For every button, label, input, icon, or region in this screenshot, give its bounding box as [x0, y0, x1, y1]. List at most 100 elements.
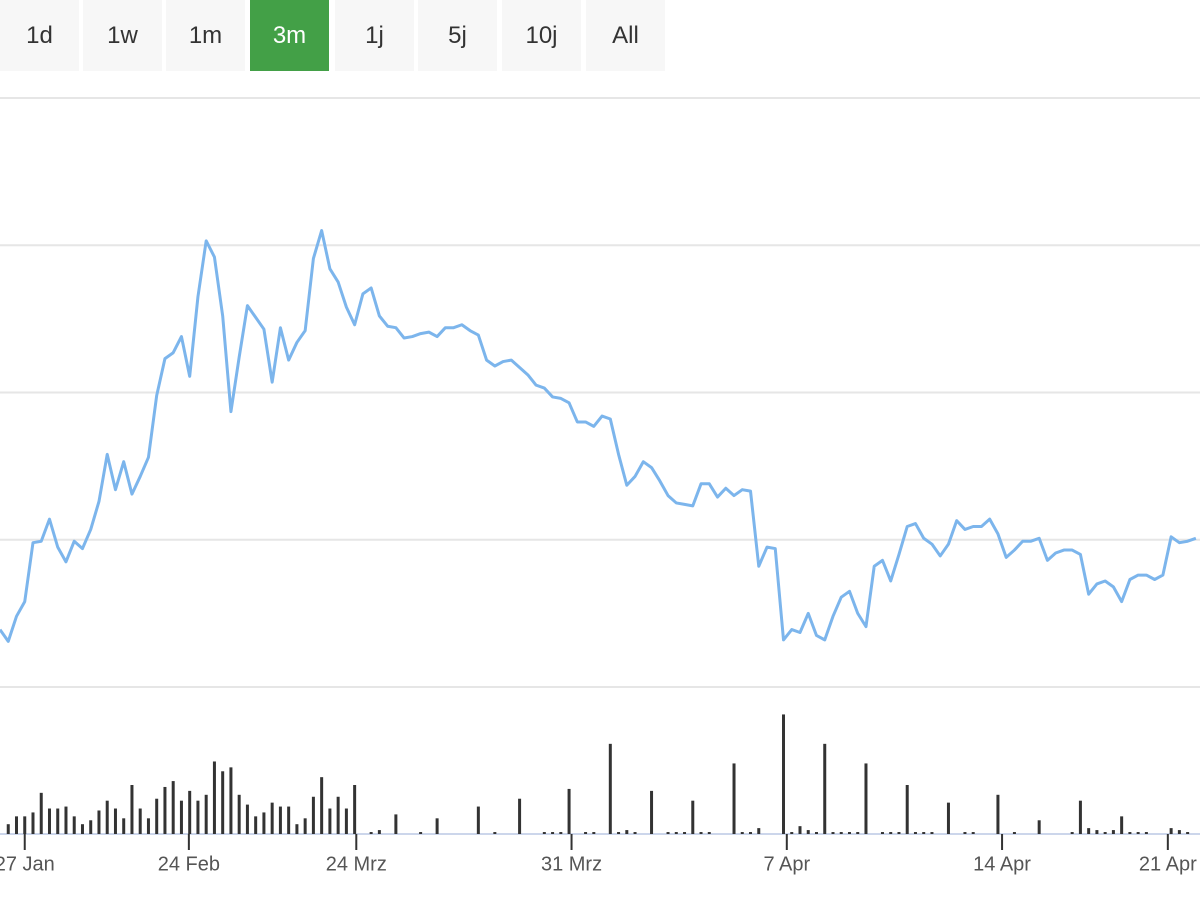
- volume-bar: [542, 832, 546, 834]
- volume-bar: [790, 832, 794, 834]
- volume-bar: [880, 832, 884, 834]
- volume-bar: [344, 808, 348, 834]
- volume-bar: [856, 832, 860, 834]
- volume-bar: [287, 806, 291, 834]
- volume-bar: [1037, 820, 1041, 834]
- volume-bar: [584, 832, 588, 834]
- volume-bar: [674, 832, 678, 834]
- volume-bar: [122, 818, 126, 834]
- volume-bar: [419, 832, 423, 834]
- volume-bar: [353, 785, 357, 834]
- volume-bar: [913, 832, 917, 834]
- volume-bar: [839, 832, 843, 834]
- x-tick-label: 24 Mrz: [326, 853, 387, 875]
- volume-bar: [740, 832, 744, 834]
- volume-bar: [105, 800, 109, 834]
- x-tick-label: 7 Apr: [763, 853, 810, 875]
- range-button[interactable]: All: [586, 0, 665, 71]
- range-button[interactable]: 1m: [166, 0, 245, 71]
- volume-bar: [39, 792, 43, 834]
- volume-bar: [47, 808, 51, 834]
- volume-bar: [320, 777, 324, 834]
- volume-bar: [336, 796, 340, 834]
- volume-bar: [1087, 828, 1091, 834]
- volume-bar: [1070, 832, 1074, 834]
- volume-bar: [625, 830, 629, 834]
- volume-bar: [155, 798, 159, 834]
- volume-bar: [1103, 832, 1107, 834]
- volume-bar: [699, 832, 703, 834]
- x-tick-label: 24 Feb: [158, 853, 220, 875]
- volume-bar: [254, 816, 258, 834]
- volume-bar: [80, 824, 84, 834]
- volume-bar: [683, 832, 687, 834]
- volume-bar: [666, 832, 670, 834]
- volume-bar: [633, 832, 637, 834]
- volume-bar: [930, 832, 934, 834]
- volume-bar: [311, 796, 315, 834]
- volume-bar: [831, 832, 835, 834]
- volume-bar: [221, 771, 225, 834]
- volume-bar: [435, 818, 439, 834]
- volume-bar: [1111, 830, 1115, 834]
- x-tick-label: 21 Apr: [1139, 853, 1197, 875]
- volume-bar: [798, 826, 802, 834]
- volume-bar: [278, 806, 282, 834]
- range-button[interactable]: 1d: [0, 0, 79, 71]
- volume-bar: [163, 786, 167, 834]
- volume-bar: [732, 763, 736, 834]
- volume-bar: [72, 816, 76, 834]
- volume-bar: [146, 818, 150, 834]
- volume-bar: [1128, 832, 1132, 834]
- volume-bar: [823, 743, 827, 834]
- volume-bar: [1078, 800, 1082, 834]
- volume-bar: [212, 761, 216, 834]
- volume-bar: [1136, 832, 1140, 834]
- volume-bar: [56, 808, 60, 834]
- range-button[interactable]: 1w: [83, 0, 162, 71]
- volume-bar: [922, 832, 926, 834]
- range-button[interactable]: 1j: [335, 0, 414, 71]
- volume-bar: [592, 832, 596, 834]
- volume-bar: [971, 832, 975, 834]
- volume-bar: [6, 824, 10, 834]
- volume-bar: [369, 832, 373, 834]
- volume-bar: [328, 808, 332, 834]
- volume-bar: [1120, 816, 1124, 834]
- volume-bar: [138, 808, 142, 834]
- volume-bar: [691, 800, 695, 834]
- range-button[interactable]: 5j: [418, 0, 497, 71]
- volume-bar: [394, 814, 398, 834]
- volume-bar: [97, 810, 101, 834]
- volume-bar: [1177, 830, 1181, 834]
- volume-bar: [806, 830, 810, 834]
- volume-bar: [188, 790, 192, 834]
- volume-bar: [204, 794, 208, 834]
- volume-bar: [996, 794, 1000, 834]
- volume-bar: [179, 800, 183, 834]
- volume-bar: [113, 808, 117, 834]
- volume-bar: [889, 832, 893, 834]
- volume-bar: [14, 816, 18, 834]
- volume-bar: [518, 798, 522, 834]
- x-tick-label: 14 Apr: [973, 853, 1031, 875]
- volume-bar: [377, 830, 381, 834]
- volume-bar: [551, 832, 555, 834]
- volume-bar: [707, 832, 711, 834]
- volume-bar: [608, 743, 612, 834]
- volume-bar: [31, 812, 35, 834]
- volume-bar: [864, 763, 868, 834]
- volume-bar: [963, 832, 967, 834]
- volume-bar: [617, 832, 621, 834]
- volume-bar: [229, 767, 233, 834]
- volume-bar: [905, 785, 909, 834]
- x-tick-label: 31 Mrz: [541, 853, 602, 875]
- volume-bar: [130, 785, 134, 834]
- volume-bar: [262, 812, 266, 834]
- range-button[interactable]: 10j: [502, 0, 581, 71]
- price-line: [0, 229, 1197, 643]
- range-button[interactable]: 3m: [250, 0, 329, 71]
- volume-bar: [476, 806, 480, 834]
- volume-bar: [782, 714, 786, 834]
